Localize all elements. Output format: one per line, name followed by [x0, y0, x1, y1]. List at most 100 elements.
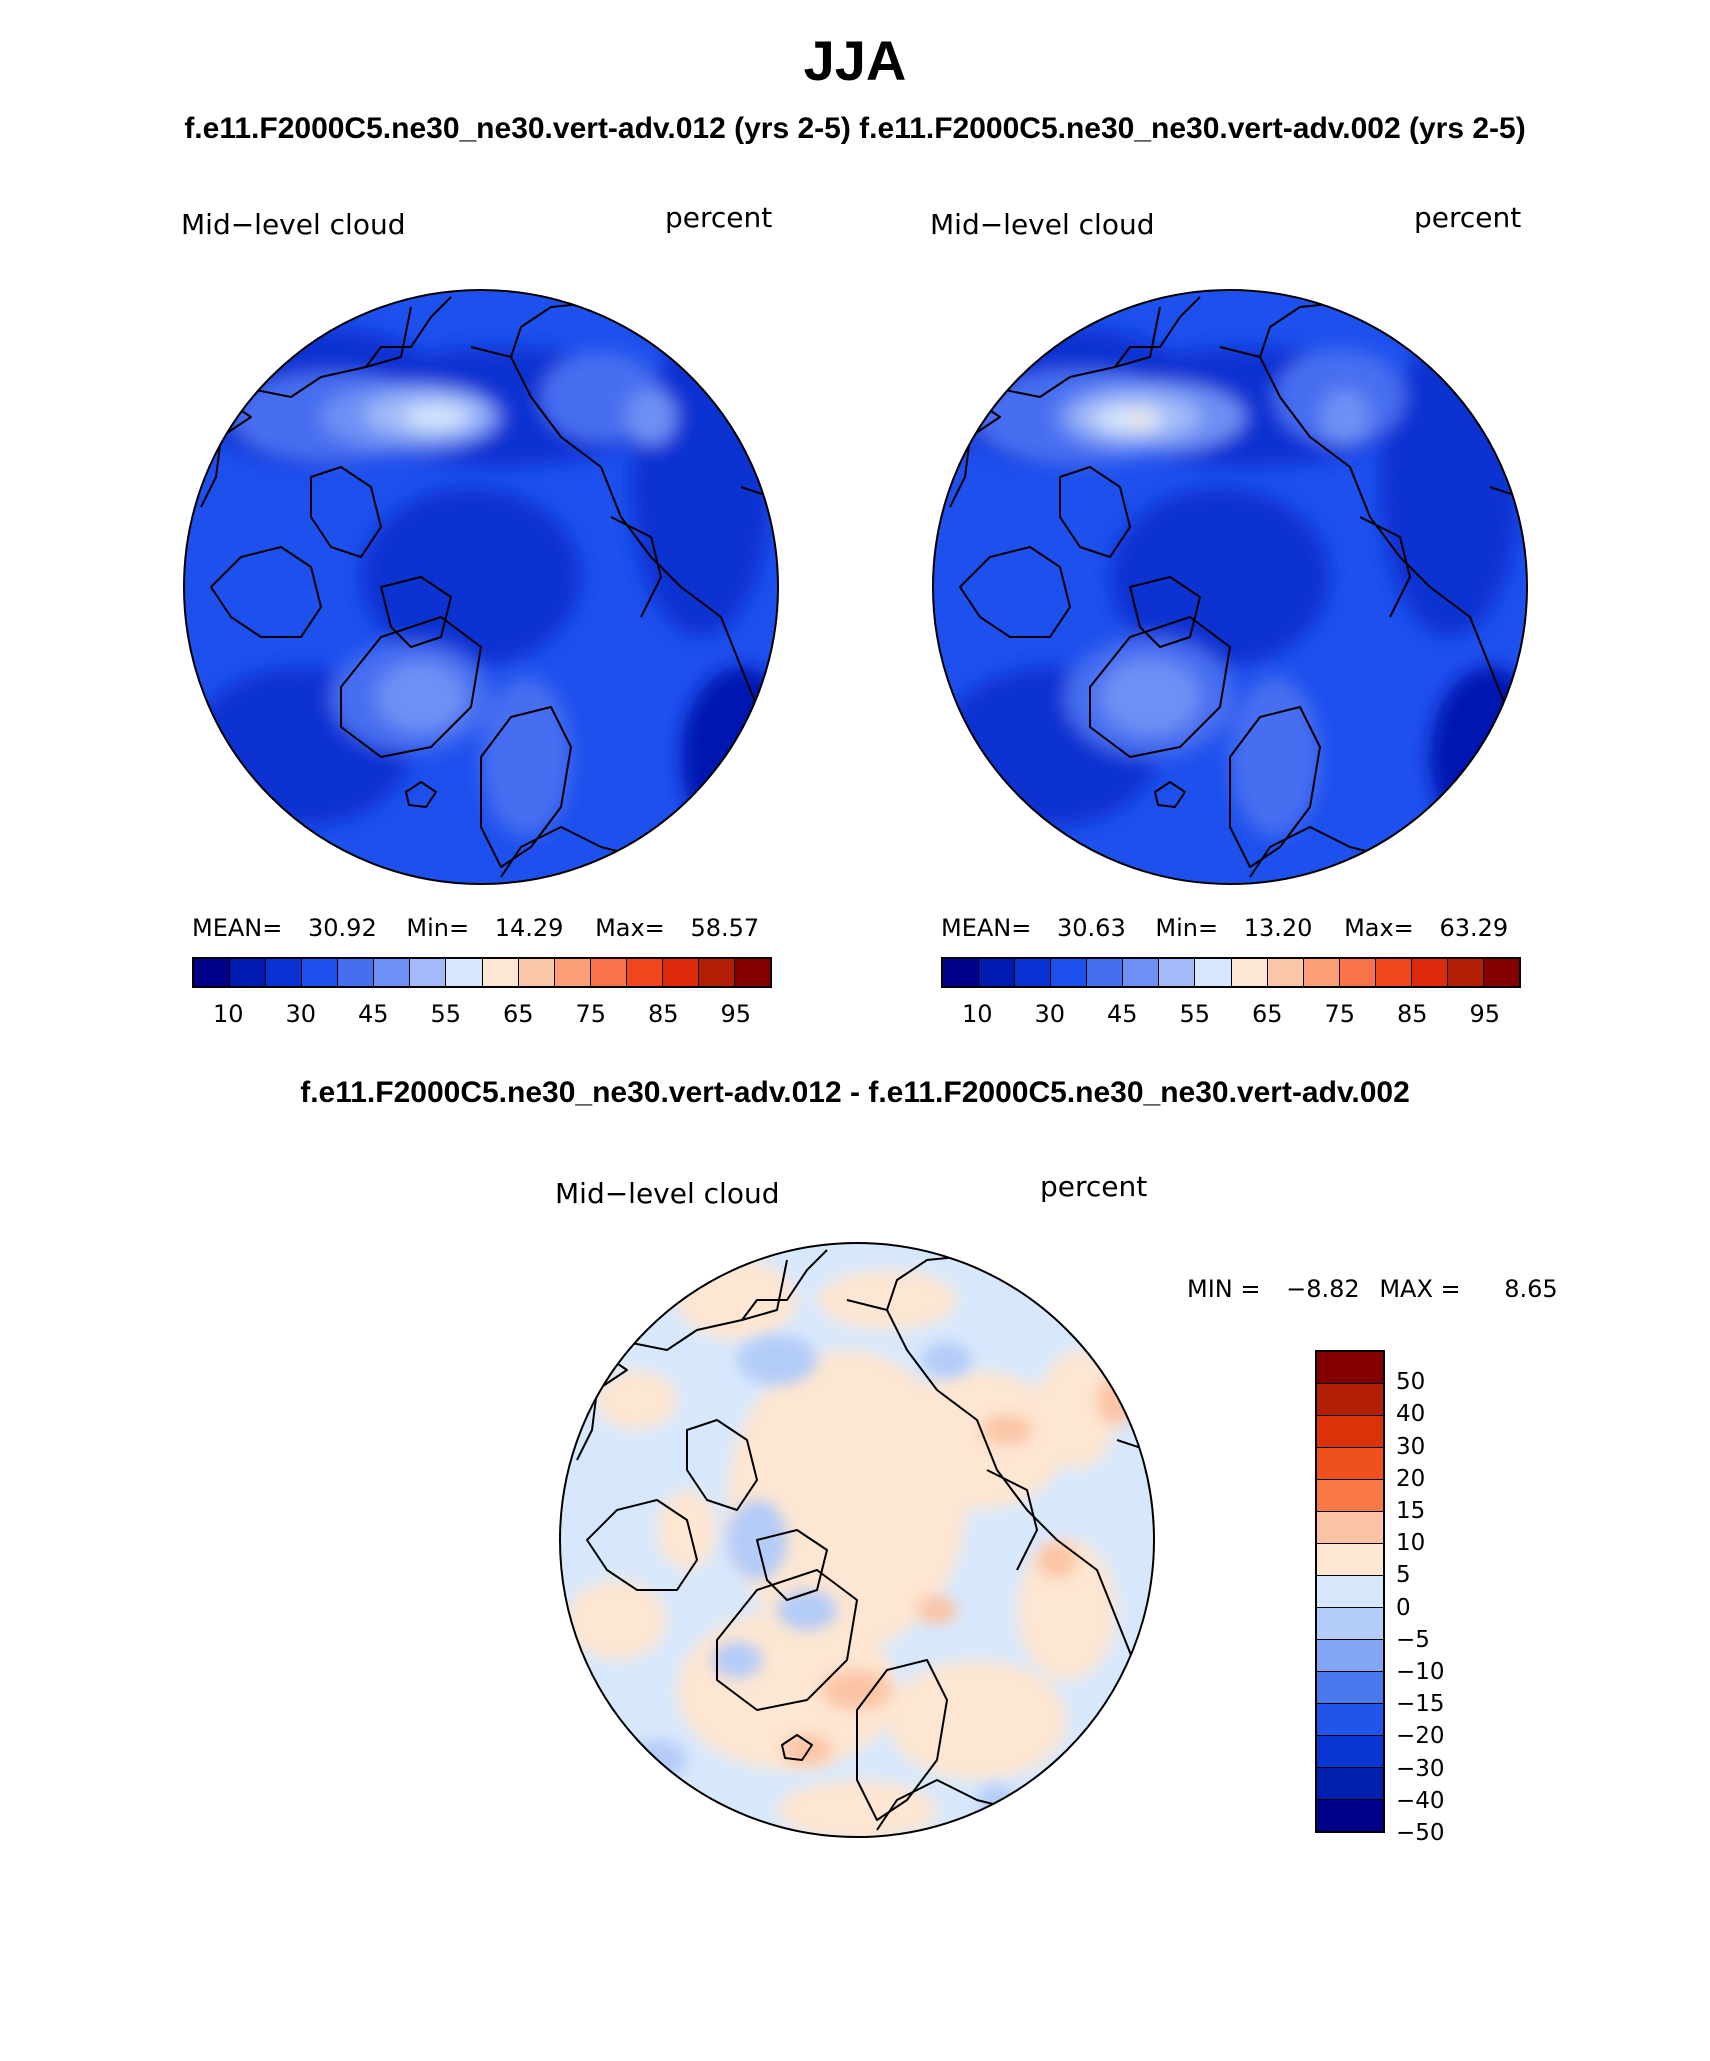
diff-colorbar-box [1317, 1416, 1383, 1448]
diff-colorbar-box [1317, 1704, 1383, 1736]
diff-colorbar-tick-label: 20 [1396, 1465, 1426, 1492]
panel1-colorbar-box [230, 959, 267, 986]
panel1-colorbar-box [194, 959, 231, 986]
diff-colorbar-tick-label: −10 [1396, 1659, 1445, 1685]
panel1-colorbar-box [410, 959, 447, 986]
panel2-colorbar-tick-label: 75 [1324, 1000, 1356, 1028]
panel2-colorbar-box [1195, 959, 1232, 986]
diff-colorbar-tick-label: 0 [1396, 1594, 1411, 1621]
diff-colorbar-tick-label: −20 [1396, 1723, 1445, 1750]
panel2-colorbar-tick-label: 45 [1106, 1000, 1138, 1028]
panel2-colorbar-tick-label: 65 [1251, 1000, 1283, 1028]
panel1-colorbar-box [266, 959, 303, 986]
diff-max-value: 8.65 [1504, 1275, 1558, 1303]
panel1-min-label: Min= [406, 914, 470, 942]
panel2-colorbar-box [979, 959, 1016, 986]
panel1-max-label: Max= [595, 914, 665, 942]
panel2-colorbar-tick-label: 30 [1034, 1000, 1066, 1028]
diff-colorbar-tick-label: 5 [1396, 1562, 1411, 1589]
panel2-max-label: Max= [1344, 914, 1414, 942]
panel2-mean-value: 30.63 [1057, 914, 1126, 942]
diff-colorbar-tick-label: −40 [1396, 1787, 1445, 1814]
panel2-colorbar-box [1123, 959, 1160, 986]
panel2-colorbar-box [1483, 959, 1519, 986]
diff-units: percent [1040, 1170, 1148, 1203]
panel2-colorbar-box [1303, 959, 1340, 986]
diff-colorbar-tick-label: −30 [1396, 1755, 1445, 1782]
panel2-polar-map [932, 289, 1528, 885]
panel1-colorbar-box [734, 959, 770, 986]
diff-colorbar-tick-label: 50 [1396, 1369, 1426, 1396]
panel1-colorbar-tick-label: 95 [720, 1000, 752, 1028]
diff-colorbar-box [1317, 1768, 1383, 1800]
panel1-colorbar-tick-label: 10 [212, 1000, 244, 1028]
panel1-mean-value: 30.92 [308, 914, 377, 942]
panel2-colorbar-tick-label: 55 [1179, 1000, 1211, 1028]
diff-colorbar-box [1317, 1352, 1383, 1384]
panel1-colorbar-tick-label: 65 [502, 1000, 534, 1028]
panel1-colorbar-box [662, 959, 699, 986]
panel1-colorbar-box [518, 959, 555, 986]
panel1-min-value: 14.29 [494, 914, 564, 942]
panel1-max-value: 58.57 [690, 914, 760, 942]
diff-colorbar-box [1317, 1608, 1383, 1640]
diff-colorbar [1315, 1350, 1385, 1833]
panel1-colorbar-box [302, 959, 339, 986]
diff-colorbar-box [1317, 1512, 1383, 1544]
panel1-colorbar-tick-label: 55 [430, 1000, 462, 1028]
panel1-colorbar-box [338, 959, 375, 986]
diff-colorbar-tick-label: 15 [1396, 1498, 1426, 1524]
panel1-colorbar-box [482, 959, 519, 986]
diff-colorbar-box [1317, 1448, 1383, 1480]
panel2-colorbar [941, 957, 1521, 988]
diff-colorbar-tick-label: −15 [1396, 1691, 1445, 1718]
panel1-colorbar-tick-label: 75 [575, 1000, 607, 1028]
panel2-colorbar-box [1015, 959, 1052, 986]
difference-label: f.e11.F2000C5.ne30_ne30.vert-adv.012 - f… [300, 1076, 1410, 1109]
diff-max-label: MAX = [1379, 1275, 1461, 1303]
diff-min-value: −8.82 [1286, 1275, 1360, 1303]
panel2-colorbar-box [1051, 959, 1088, 986]
cases-label: f.e11.F2000C5.ne30_ne30.vert-adv.012 (yr… [184, 112, 1526, 145]
panel2-units: percent [1414, 201, 1522, 234]
panel2-colorbar-box [1267, 959, 1304, 986]
diff-colorbar-tick-label: 10 [1396, 1530, 1426, 1557]
panel1-colorbar-box [698, 959, 735, 986]
panel2-colorbar-tick-label: 95 [1469, 1000, 1501, 1028]
panel2-mean-label: MEAN= [941, 914, 1032, 942]
panel1-units: percent [665, 201, 773, 234]
panel1-colorbar [192, 957, 772, 988]
diff-colorbar-tick-label: 30 [1396, 1433, 1426, 1460]
diff-colorbar-box [1317, 1576, 1383, 1608]
panel2-colorbar-box [943, 959, 980, 986]
diff-colorbar-box [1317, 1384, 1383, 1416]
panel1-colorbar-box [590, 959, 627, 986]
diff-min-label: MIN = [1187, 1275, 1261, 1303]
panel1-colorbar-tick-label: 85 [647, 1000, 679, 1028]
panel1-colorbar-box [626, 959, 663, 986]
panel2-max-value: 63.29 [1439, 914, 1509, 942]
panel2-colorbar-box [1411, 959, 1448, 986]
panel1-colorbar-box [446, 959, 483, 986]
diff-colorbar-tick-label: 40 [1396, 1401, 1426, 1428]
panel2-colorbar-box [1375, 959, 1412, 986]
panel2-min-label: Min= [1155, 914, 1219, 942]
panel1-colorbar-tick-label: 45 [357, 1000, 389, 1028]
panel2-variable: Mid−level cloud [930, 208, 1155, 241]
season-title: JJA [803, 29, 907, 92]
panel2-colorbar-box [1087, 959, 1124, 986]
panel1-colorbar-box [554, 959, 591, 986]
panel2-colorbar-box [1159, 959, 1196, 986]
diff-colorbar-box [1317, 1672, 1383, 1704]
panel1-colorbar-tick-label: 30 [285, 1000, 317, 1028]
diff-colorbar-tick-label: −5 [1396, 1626, 1430, 1653]
diff-colorbar-box [1317, 1640, 1383, 1672]
diff-colorbar-box [1317, 1736, 1383, 1768]
panel1-colorbar-box [374, 959, 411, 986]
panel1-polar-map [183, 289, 779, 885]
diff-variable: Mid−level cloud [555, 1177, 780, 1210]
panel2-colorbar-box [1447, 959, 1484, 986]
diff-polar-map [559, 1242, 1155, 1838]
diff-colorbar-tick-label: −50 [1396, 1820, 1445, 1846]
panel2-colorbar-box [1339, 959, 1376, 986]
